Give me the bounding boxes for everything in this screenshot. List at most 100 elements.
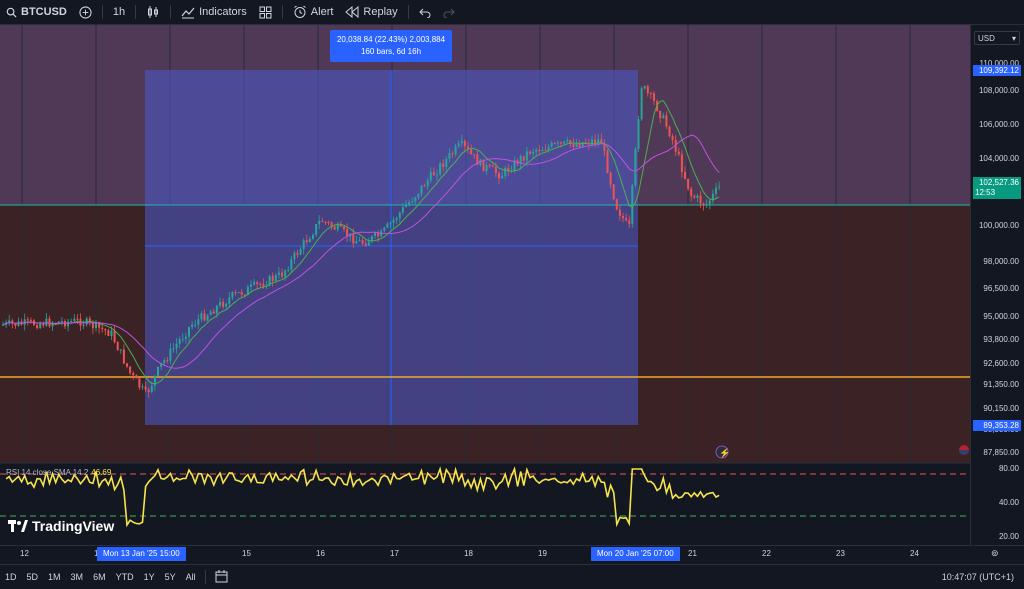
- candle-body: [460, 140, 463, 144]
- candle-body: [284, 270, 287, 277]
- candle-body: [395, 218, 398, 220]
- candle-body: [225, 303, 228, 307]
- candle-body: [529, 151, 531, 154]
- rsi-pane: [0, 463, 970, 545]
- chart-pane[interactable]: ⚡ 20,038.84 (22.43%) 2,003,884 160 bars,…: [0, 25, 970, 545]
- candle-body: [82, 324, 85, 326]
- candle-body: [67, 321, 70, 327]
- candle-body: [51, 323, 54, 327]
- search-icon: [6, 7, 17, 18]
- candle-body: [104, 329, 107, 331]
- candle-body: [417, 193, 420, 198]
- currency-select[interactable]: USD ▾: [974, 31, 1020, 45]
- time-label: 19: [538, 549, 547, 558]
- candle-body: [473, 154, 476, 156]
- candle-body: [256, 282, 259, 284]
- range-ytd[interactable]: YTD: [115, 572, 134, 582]
- indicators-button[interactable]: Indicators: [175, 0, 253, 24]
- symbol-search[interactable]: BTCUSD: [0, 0, 73, 24]
- range-3m[interactable]: 3M: [70, 572, 84, 582]
- candle-body: [234, 292, 237, 294]
- candle-body: [538, 149, 541, 152]
- interval-button[interactable]: 1h: [107, 0, 131, 24]
- candle-body: [150, 385, 153, 392]
- candle-body: [715, 187, 717, 194]
- candle-body: [622, 215, 624, 219]
- candle-body: [566, 140, 569, 142]
- undo-button[interactable]: [413, 0, 437, 24]
- top-toolbar: BTCUSD 1h Indicators Alert R: [0, 0, 1024, 25]
- clock[interactable]: 10:47:07 (UTC+1): [941, 572, 1014, 582]
- candle-body: [181, 338, 184, 340]
- candle-body: [572, 143, 575, 147]
- replay-button[interactable]: Replay: [339, 0, 403, 24]
- candle-body: [485, 165, 488, 172]
- candle-body: [618, 209, 621, 216]
- candle-body: [631, 185, 634, 224]
- range-6m[interactable]: 6M: [93, 572, 106, 582]
- candle-body: [147, 389, 150, 392]
- candle-body: [454, 146, 457, 155]
- chart-type-button[interactable]: [140, 0, 166, 24]
- candle-body: [414, 197, 417, 202]
- alert-button[interactable]: Alert: [287, 0, 340, 24]
- measure-line1: 20,038.84 (22.43%) 2,003,884: [336, 35, 446, 44]
- date-range-button[interactable]: [210, 569, 233, 585]
- divider: [204, 570, 206, 584]
- candle-body: [215, 305, 218, 314]
- settings-icon[interactable]: ⊚: [991, 548, 999, 558]
- range-5d[interactable]: 5D: [26, 572, 39, 582]
- time-axis[interactable]: 12 1 Mon 13 Jan '25 15:00 15 16 17 18 19…: [0, 545, 1024, 562]
- interval-label: 1h: [112, 6, 126, 18]
- flag-icon: [959, 445, 969, 455]
- candle-body: [535, 149, 538, 152]
- candle-body: [126, 363, 128, 367]
- rsi-label[interactable]: RSI 14 close SMA 14 2: [6, 468, 89, 477]
- redo-button[interactable]: [437, 0, 461, 24]
- candle-body: [296, 252, 299, 255]
- candle-body: [188, 327, 190, 337]
- candle-body: [336, 224, 339, 230]
- candle-body: [101, 327, 104, 330]
- candle-body: [584, 142, 587, 144]
- layouts-button[interactable]: [253, 0, 278, 24]
- candle-body: [374, 232, 376, 237]
- candle-body: [609, 173, 612, 185]
- candle-body: [637, 119, 640, 149]
- range-all[interactable]: All: [185, 572, 196, 582]
- candle-body: [597, 139, 600, 144]
- range-1d[interactable]: 1D: [5, 572, 17, 582]
- candle-body: [29, 319, 32, 321]
- candle-body: [116, 342, 119, 351]
- candle-body: [287, 269, 290, 271]
- candle-body: [498, 173, 500, 179]
- candle-body: [603, 143, 606, 151]
- flash-icon[interactable]: [715, 445, 729, 459]
- candle-body: [228, 297, 231, 304]
- candle-body: [718, 186, 721, 188]
- candle-body: [95, 322, 97, 329]
- price-axis-label: 92,600.00: [983, 359, 1019, 368]
- candle-body: [696, 195, 699, 198]
- plus-circle-icon: [79, 5, 92, 19]
- candle-series: [2, 84, 721, 398]
- price-axis[interactable]: USD ▾ 110,000.00 108,000.00 106,000.00 104,…: [959, 25, 1024, 545]
- candle-body: [361, 240, 364, 244]
- candle-body: [277, 272, 280, 276]
- range-1m[interactable]: 1M: [48, 572, 61, 582]
- compare-button[interactable]: [73, 0, 98, 24]
- candle-body: [23, 319, 26, 325]
- time-label: 18: [464, 549, 473, 558]
- candle-body: [355, 241, 358, 244]
- candle-body: [677, 151, 680, 155]
- candle-body: [122, 349, 125, 364]
- candle-body: [501, 175, 504, 179]
- candle-body: [259, 283, 262, 285]
- candle-body: [470, 149, 473, 155]
- range-1y[interactable]: 1Y: [143, 572, 155, 582]
- chart-canvas[interactable]: ⚡: [0, 25, 970, 545]
- range-5y[interactable]: 5Y: [164, 572, 176, 582]
- candle-body: [625, 218, 628, 221]
- candle-body: [439, 163, 442, 175]
- candle-body: [377, 232, 380, 237]
